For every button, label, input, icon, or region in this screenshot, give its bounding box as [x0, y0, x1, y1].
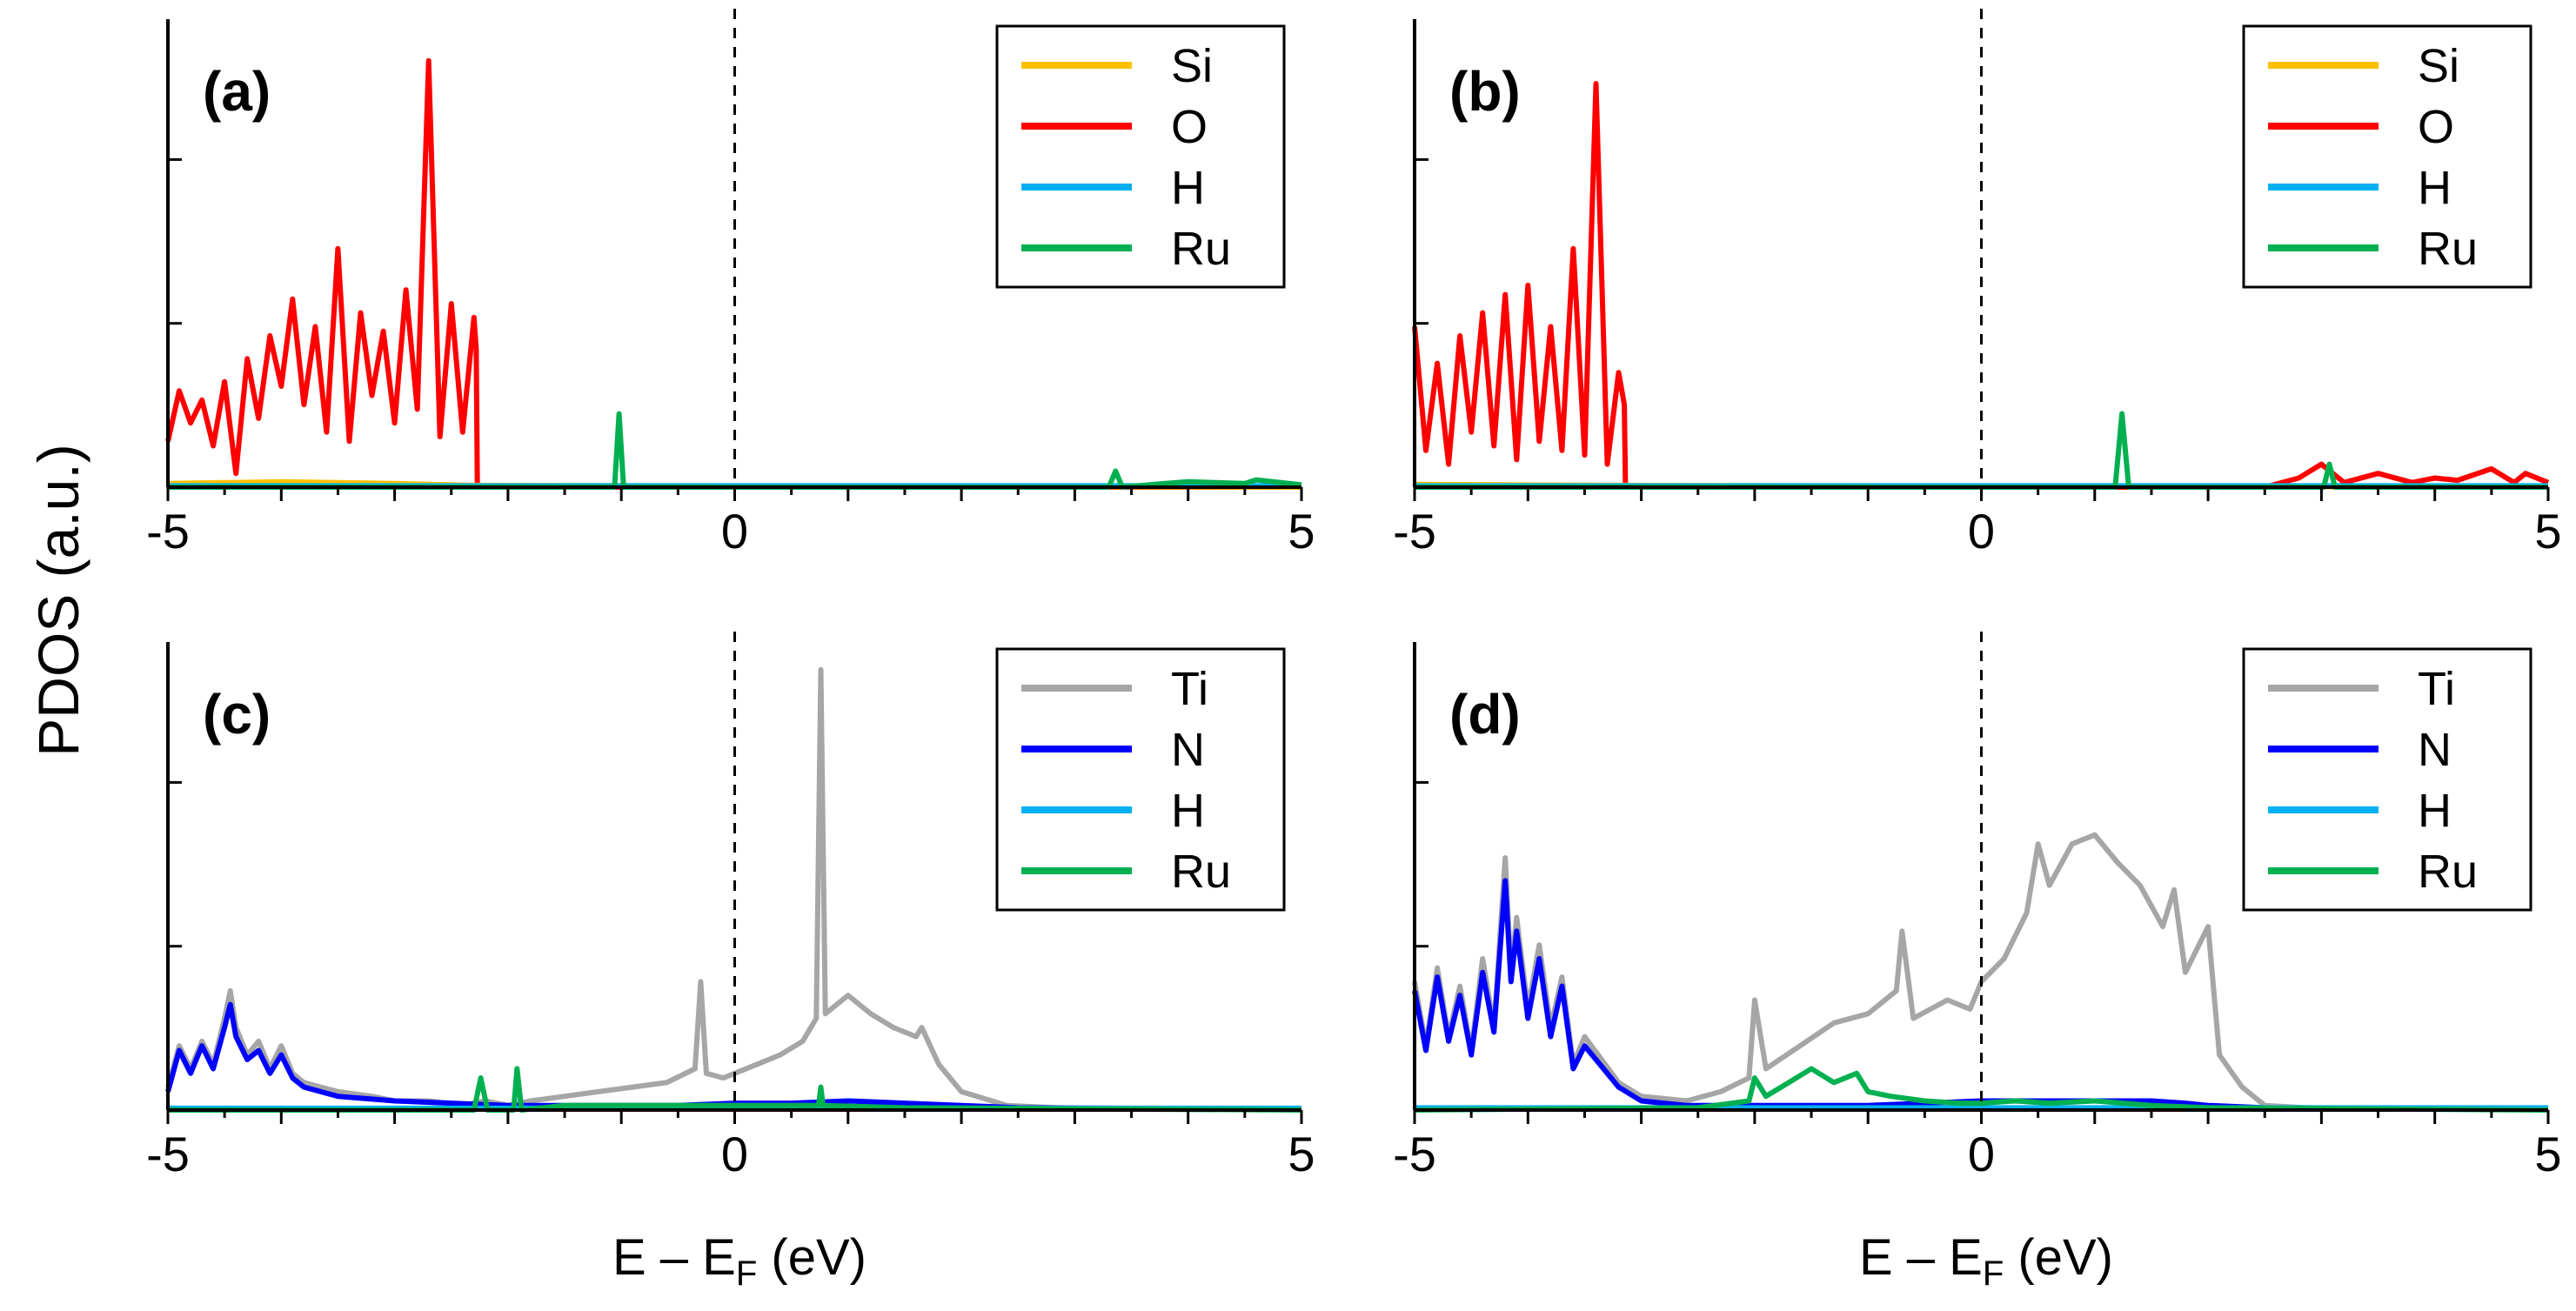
x-tick-label-c-2: 5 — [1288, 1127, 1315, 1181]
legend-label-ru-b: Ru — [2418, 223, 2478, 275]
panel-label-c: (c) — [203, 683, 271, 746]
legend-label-si-b: Si — [2418, 40, 2459, 92]
xlabel-d-sub: F — [1983, 1254, 2004, 1293]
legend-label-ru-c: Ru — [1171, 846, 1231, 898]
panel-b: -5 0 5 (b) Si OH Ru — [1393, 9, 2562, 559]
x-tick-label-c-1: 0 — [721, 1127, 748, 1181]
series-ti-d — [1412, 832, 2549, 1112]
panel-label-a: (a) — [203, 60, 271, 123]
legend-label-h-a: H — [1171, 162, 1205, 214]
legend-label-n-c: N — [1171, 724, 1205, 776]
x-tick-label-b-0: -5 — [1393, 504, 1436, 559]
legend-label-n-d: N — [2418, 724, 2452, 776]
xlabel-d: E – EF (eV) — [1859, 1229, 2113, 1293]
legend-label-ti-c: Ti — [1171, 663, 1208, 715]
panel-label-b: (b) — [1449, 60, 1521, 123]
legend-label-h-b: H — [2418, 162, 2452, 214]
legend-label-o-b: O — [2418, 101, 2454, 153]
series-ru-c — [168, 1066, 1302, 1113]
x-tick-label-c-0: -5 — [146, 1127, 190, 1181]
shared-ylabel: PDOS (a.u.) — [26, 444, 90, 756]
x-tick-label-d-0: -5 — [1393, 1127, 1436, 1181]
panel-d: -5 0 5 (d) Ti NH Ru — [1393, 632, 2562, 1181]
legend-label-ti-d: Ti — [2418, 663, 2455, 715]
legend-box-c — [995, 647, 1286, 912]
legend-label-ru-d: Ru — [2418, 846, 2478, 898]
xlabel-d-prefix: E – E — [1859, 1229, 1983, 1286]
x-tick-label-a-1: 0 — [721, 504, 748, 559]
x-tick-label-a-0: -5 — [146, 504, 190, 559]
x-tick-label-a-2: 5 — [1288, 504, 1315, 559]
series-o-a — [165, 57, 1301, 490]
legend-label-h-c: H — [1171, 785, 1205, 837]
series-ru-d — [1414, 1066, 2549, 1113]
series-o-b — [1412, 81, 2550, 490]
xlabel-c-sub: F — [736, 1254, 757, 1293]
series-ru-a — [168, 411, 1302, 490]
panel-c: -5 0 5 (c) Ti NH Ru — [146, 632, 1315, 1181]
x-tick-label-b-1: 0 — [1968, 504, 1995, 559]
xlabel-c-prefix: E – E — [612, 1229, 736, 1286]
legend-label-ru-a: Ru — [1171, 223, 1231, 275]
legend-box-b — [2242, 24, 2533, 289]
x-tick-label-b-2: 5 — [2534, 504, 2561, 559]
legend-label-si-a: Si — [1171, 40, 1213, 92]
x-tick-label-d-1: 0 — [1968, 1127, 1995, 1181]
panel-a: -5 0 5 (a) Si OH Ru — [146, 9, 1315, 559]
legend-label-h-d: H — [2418, 785, 2452, 837]
legend-label-o-a: O — [1171, 101, 1208, 153]
xlabel-c-suffix: (eV) — [757, 1229, 866, 1286]
xlabel-c: E – EF (eV) — [612, 1229, 866, 1293]
xlabel-d-suffix: (eV) — [2004, 1229, 2113, 1286]
legend-box-a — [995, 24, 1286, 289]
x-tick-label-d-2: 5 — [2534, 1127, 2561, 1181]
legend-box-d — [2242, 647, 2533, 912]
panel-label-d: (d) — [1449, 683, 1521, 746]
